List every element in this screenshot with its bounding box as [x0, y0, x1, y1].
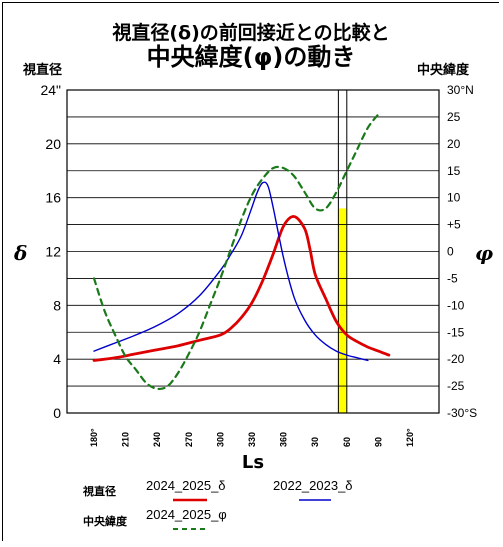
legend-category-phi: 中央緯度	[83, 514, 128, 528]
right-tick-label: -30°S	[447, 406, 477, 420]
x-tick-label: 240	[152, 432, 162, 447]
right-tick-label: +5	[447, 218, 461, 232]
chart-title-line1: 視直径(δ)の前回接近との比較と	[111, 21, 389, 44]
left-axis-title: 視直径	[22, 62, 62, 78]
right-axis-title: 中央緯度	[417, 62, 470, 78]
vertical-marker-lines	[337, 90, 348, 413]
right-tick-label: 15	[447, 164, 461, 178]
series-layer	[92, 113, 391, 391]
left-tick-label: 8	[53, 297, 61, 313]
series-line-red-delta	[92, 215, 391, 362]
left-tick-label: 16	[45, 190, 61, 206]
right-tick-label: -15	[447, 325, 465, 339]
x-tick-label: 300	[215, 432, 225, 447]
legend-label-blue: 2022_2023_δ	[273, 478, 353, 493]
right-tick-label: 0	[447, 245, 454, 259]
left-axis-symbol: δ	[13, 241, 27, 265]
legend-label-red: 2024_2025_δ	[146, 478, 226, 493]
legend: 視直径 2024_2025_δ 2022_2023_δ 中央緯度 2024_20…	[82, 478, 353, 530]
left-tick-label: 24"	[40, 82, 61, 98]
plot-border	[66, 89, 440, 414]
legend-category-delta: 視直径	[82, 484, 116, 498]
chart: 視直径(δ)の前回接近との比較と 中央緯度(φ)の動き 視直径 中央緯度 0 4 8…	[3, 3, 500, 542]
right-tick-label: 25	[447, 110, 461, 124]
left-tick-label: 0	[53, 405, 61, 421]
chart-title-line2: 中央緯度(φ)の動き	[147, 43, 356, 71]
highlight-band	[338, 208, 347, 413]
right-tick-label: 30°N	[447, 83, 474, 97]
right-tick-label: -20	[447, 352, 465, 366]
x-tick-label: 180°	[89, 428, 99, 447]
left-tick-label: 12	[45, 244, 61, 260]
right-tick-label: -10	[447, 298, 465, 312]
x-tick-label: 90	[373, 437, 383, 447]
left-ticks: 0 4 8 12 16 20 24"	[40, 82, 61, 421]
right-tick-label: -5	[447, 271, 458, 285]
x-ticks: 180° 210 240 270 300 330 360 30 60 90 120°	[89, 428, 415, 447]
x-tick-label: 360	[279, 432, 289, 447]
chart-frame: 視直径(δ)の前回接近との比較と 中央緯度(φ)の動き 視直径 中央緯度 0 4 8…	[2, 2, 500, 542]
legend-label-green: 2024_2025_φ	[146, 507, 227, 522]
series-line-blue-delta	[93, 181, 369, 362]
background	[3, 3, 500, 542]
x-tick-label: 270	[184, 432, 194, 447]
x-tick-label: 330	[247, 432, 257, 447]
x-tick-label: 30	[310, 437, 320, 447]
right-tick-label: 10	[447, 191, 461, 205]
x-tick-label: 60	[342, 437, 352, 447]
x-axis-label: Ls	[242, 452, 264, 473]
right-ticks: 30°N 25 20 15 10 +5 0 -5 -10 -15 -20 -25 -30°S	[447, 83, 477, 420]
x-tick-label: 120°	[405, 428, 415, 447]
x-tick-label: 210	[121, 432, 131, 447]
gridlines	[67, 116, 439, 387]
right-tick-label: -25	[447, 379, 465, 393]
series-line-green-phi	[92, 113, 380, 391]
right-tick-label: 20	[447, 137, 461, 151]
right-axis-symbol: φ	[475, 241, 493, 265]
left-tick-label: 4	[53, 351, 61, 367]
left-tick-label: 20	[45, 136, 61, 152]
